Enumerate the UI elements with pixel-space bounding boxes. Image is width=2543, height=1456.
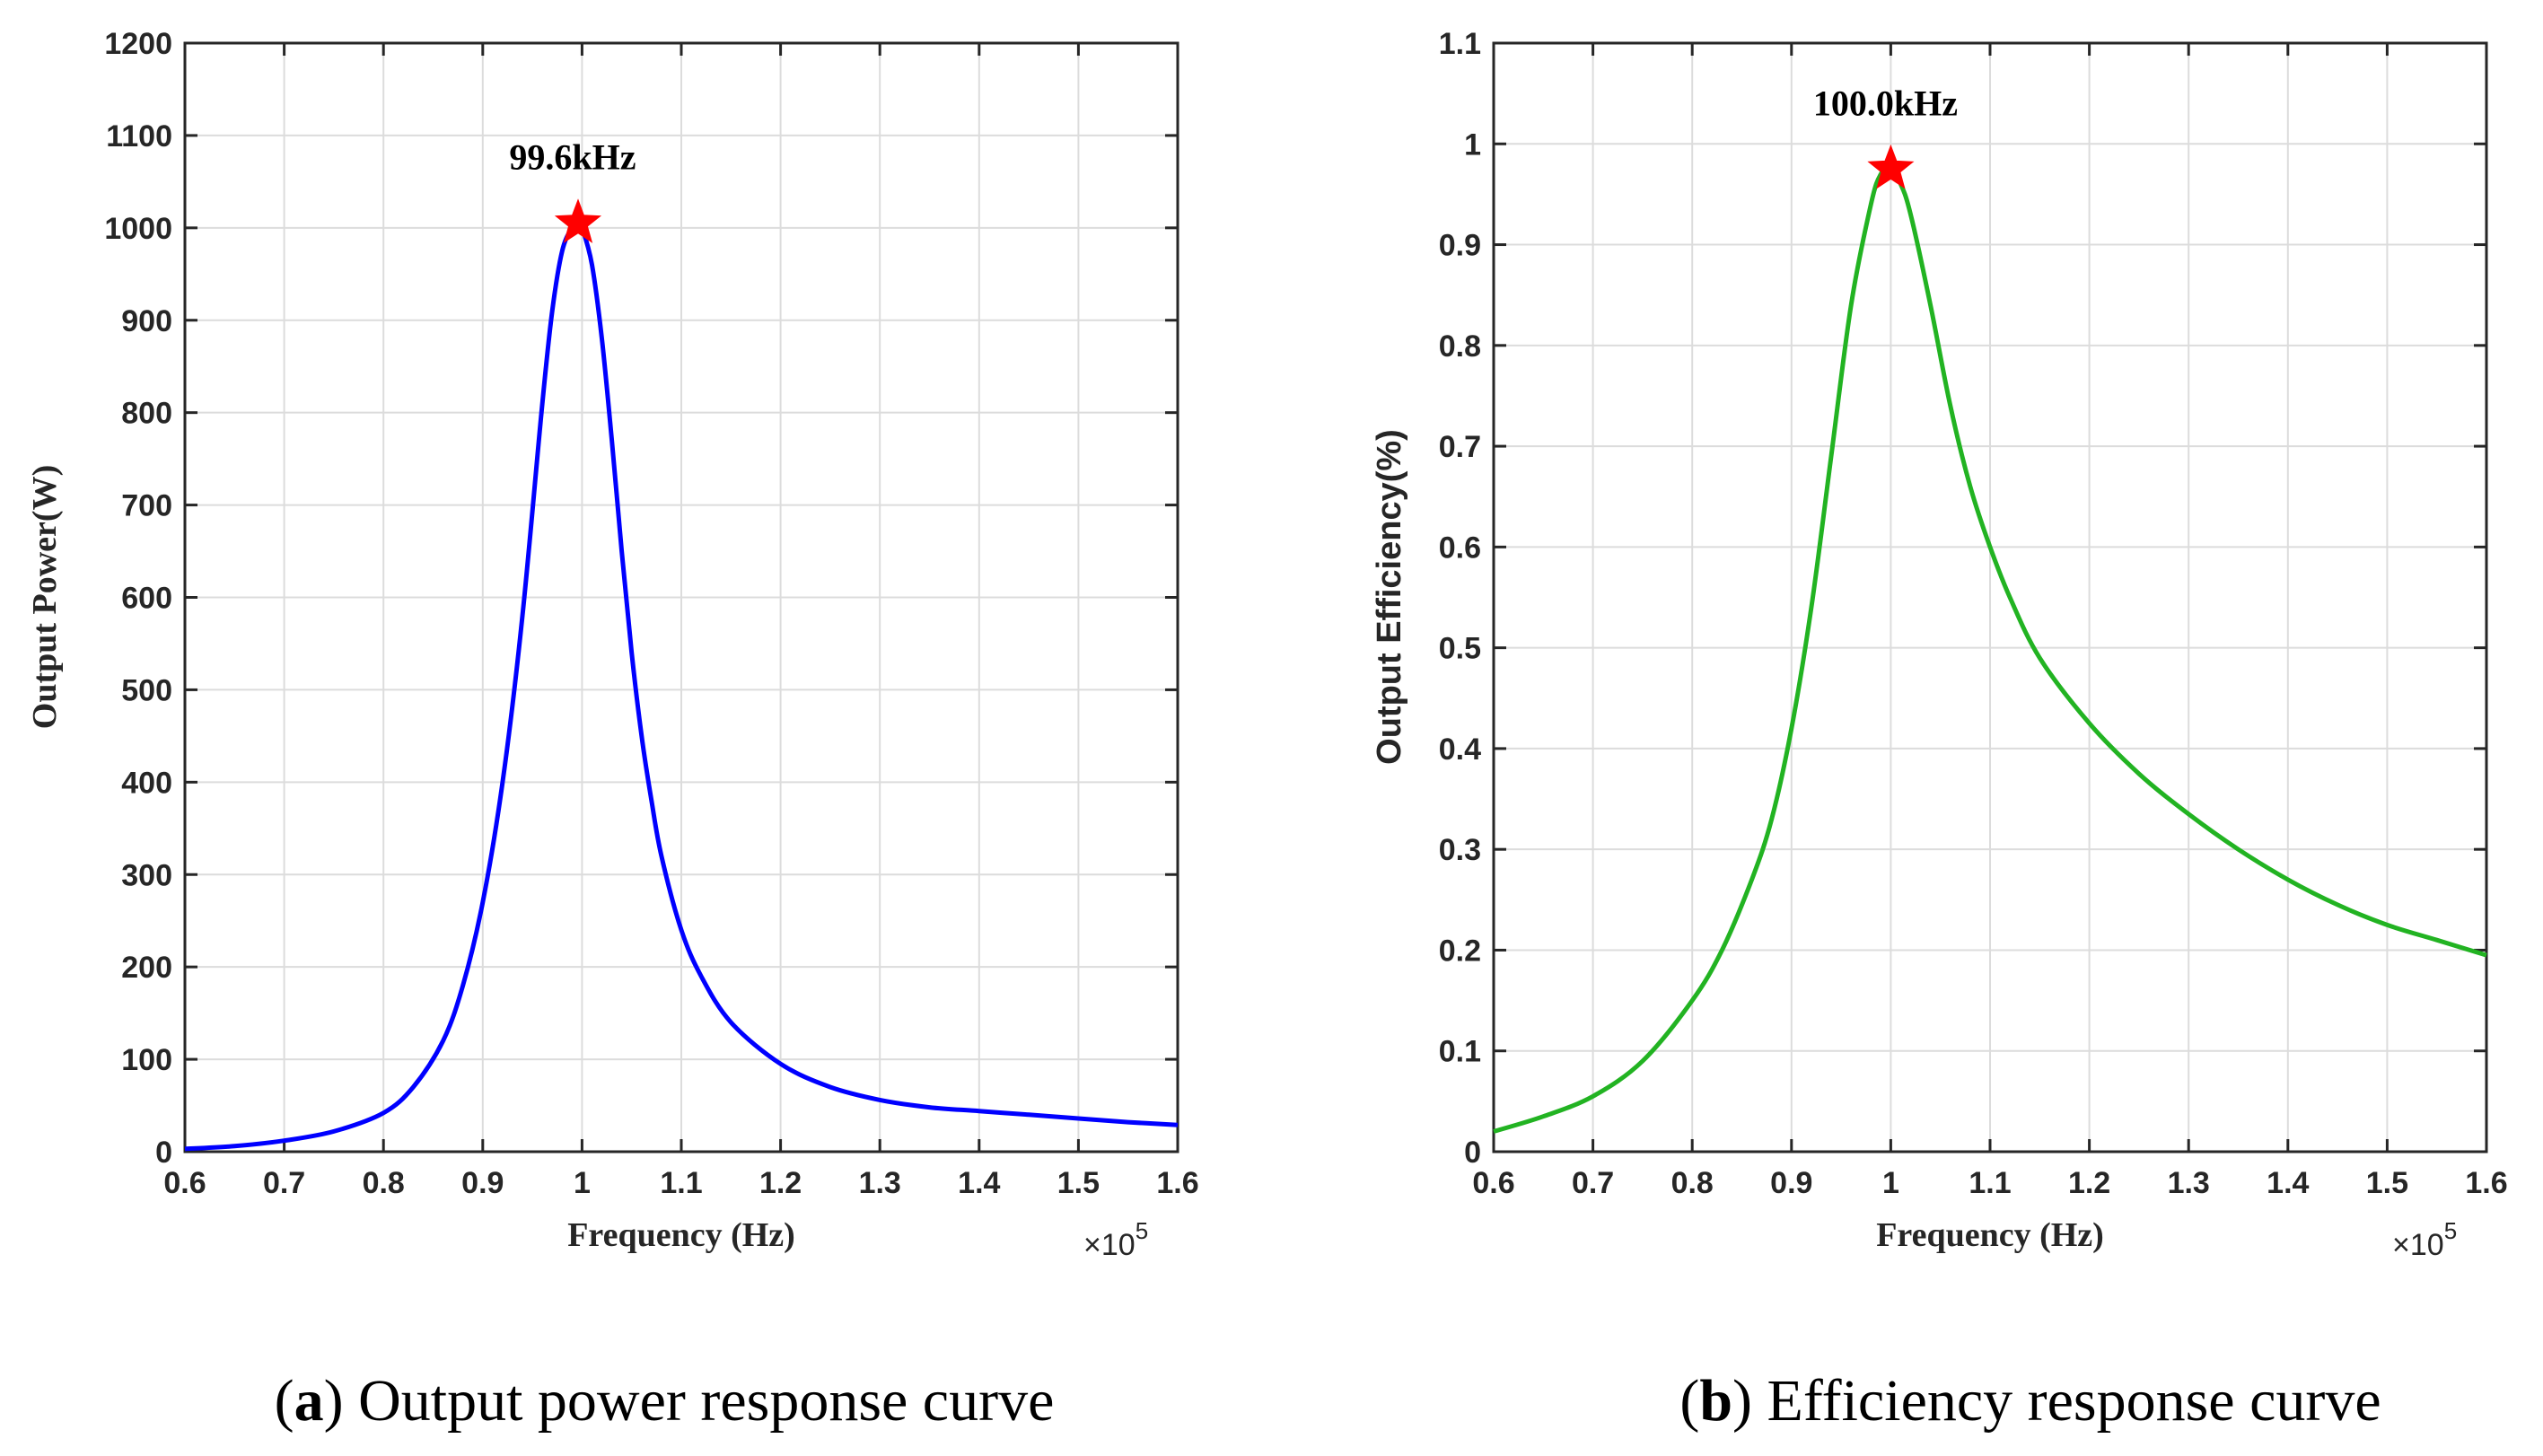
y-tick-label: 1 <box>1464 127 1481 162</box>
x-ticks: 0.6 0.7 0.8 0.9 1 1.1 1.2 1.3 1.4 1.5 1.6 <box>163 43 1199 1200</box>
y-tick-label: 700 <box>121 489 172 523</box>
caption-a: (a) Output power response curve <box>275 1368 1055 1434</box>
y-tick-label: 100 <box>121 1043 172 1077</box>
y-tick-label: 0 <box>1464 1136 1481 1170</box>
y-tick-label: 1.1 <box>1439 27 1481 61</box>
panel-b-efficiency: 0.6 0.7 0.8 0.9 1 1.1 1.2 1.3 1.4 1.5 1.6 00.10.20… <box>1371 27 2508 1434</box>
x-tick-label: 1.2 <box>2068 1166 2110 1200</box>
x-multiplier: ×105 <box>2392 1217 2457 1262</box>
y-tick-label: 0.1 <box>1439 1035 1481 1069</box>
y-tick-label: 0.2 <box>1439 934 1481 968</box>
x-tick-label: 0.8 <box>363 1166 405 1200</box>
y-tick-label: 400 <box>121 766 172 800</box>
y-tick-label: 0 <box>155 1136 172 1170</box>
y-tick-label: 0.6 <box>1439 531 1481 565</box>
x-tick-label: 1.5 <box>1057 1166 1100 1200</box>
x-ticks: 0.6 0.7 0.8 0.9 1 1.1 1.2 1.3 1.4 1.5 1.6 <box>1472 43 2508 1200</box>
x-tick-label: 1.6 <box>2465 1166 2507 1200</box>
y-tick-label: 1000 <box>104 212 172 246</box>
x-tick-label: 0.6 <box>163 1166 206 1200</box>
y-tick-label: 500 <box>121 673 172 707</box>
output-power-curve <box>184 220 1179 1152</box>
x-tick-label: 1.3 <box>859 1166 901 1200</box>
caption-b: (b) Efficiency response curve <box>1679 1368 2381 1434</box>
panel-a-output-power: 0.6 0.7 0.8 0.9 1 1.1 1.2 1.3 1.4 1.5 1.6 0 100 200 3… <box>26 27 1199 1434</box>
y-axis-label: Output Power(W) <box>26 465 64 729</box>
y-tick-label: 600 <box>121 582 172 616</box>
y-tick-label: 1200 <box>104 27 172 61</box>
x-axis-label: Frequency (Hz) <box>567 1216 795 1254</box>
x-tick-label: 0.9 <box>461 1166 504 1200</box>
x-tick-label: 1.1 <box>1969 1166 2011 1200</box>
y-tick-label: 0.7 <box>1439 430 1481 464</box>
x-tick-label: 1.3 <box>2168 1166 2210 1200</box>
y-ticks: 0 100 200 300 400 500 600 700 800 900 1000 1100 1200 <box>104 27 1178 1170</box>
peak-label: 99.6kHz <box>509 137 636 178</box>
x-tick-label: 1 <box>1882 1166 1899 1200</box>
x-tick-label: 0.9 <box>1770 1166 1812 1200</box>
peak-star-marker <box>554 198 602 243</box>
x-tick-label: 1 <box>574 1166 591 1200</box>
y-tick-label: 300 <box>121 858 172 892</box>
y-tick-label: 0.9 <box>1439 229 1481 263</box>
peak-star <box>554 198 602 243</box>
x-tick-label: 1.4 <box>958 1166 1000 1200</box>
peak-label: 100.0kHz <box>1813 83 1958 123</box>
peak-star <box>1867 144 1915 189</box>
x-tick-label: 1.5 <box>2366 1166 2408 1200</box>
x-tick-label: 0.8 <box>1671 1166 1714 1200</box>
y-tick-label: 0.3 <box>1439 833 1481 867</box>
x-tick-label: 0.7 <box>263 1166 305 1200</box>
y-tick-label: 0.8 <box>1439 329 1481 364</box>
x-tick-label: 1.4 <box>2267 1166 2309 1200</box>
x-tick-label: 1.1 <box>660 1166 702 1200</box>
x-tick-label: 0.7 <box>1572 1166 1614 1200</box>
x-tick-label: 1.2 <box>759 1166 802 1200</box>
y-tick-label: 800 <box>121 397 172 431</box>
x-tick-label: 1.6 <box>1156 1166 1198 1200</box>
y-tick-label: 1100 <box>106 119 172 153</box>
y-tick-label: 0.5 <box>1439 632 1481 666</box>
y-tick-label: 0.4 <box>1439 732 1481 767</box>
y-tick-label: 200 <box>121 951 172 985</box>
x-axis-label: Frequency (Hz) <box>1876 1216 2104 1254</box>
x-tick-label: 0.6 <box>1472 1166 1514 1200</box>
y-ticks: 0 0.1 0.2 0.3 0.4 0.5 0.6 0.7 0.8 0.9 1 1.1 <box>1439 27 2486 1170</box>
x-multiplier: ×105 <box>1083 1217 1148 1262</box>
y-tick-label: 900 <box>121 304 172 338</box>
y-axis-label: Output Efficiency(%) <box>1371 429 1408 765</box>
peak-star-marker <box>1867 144 1915 189</box>
